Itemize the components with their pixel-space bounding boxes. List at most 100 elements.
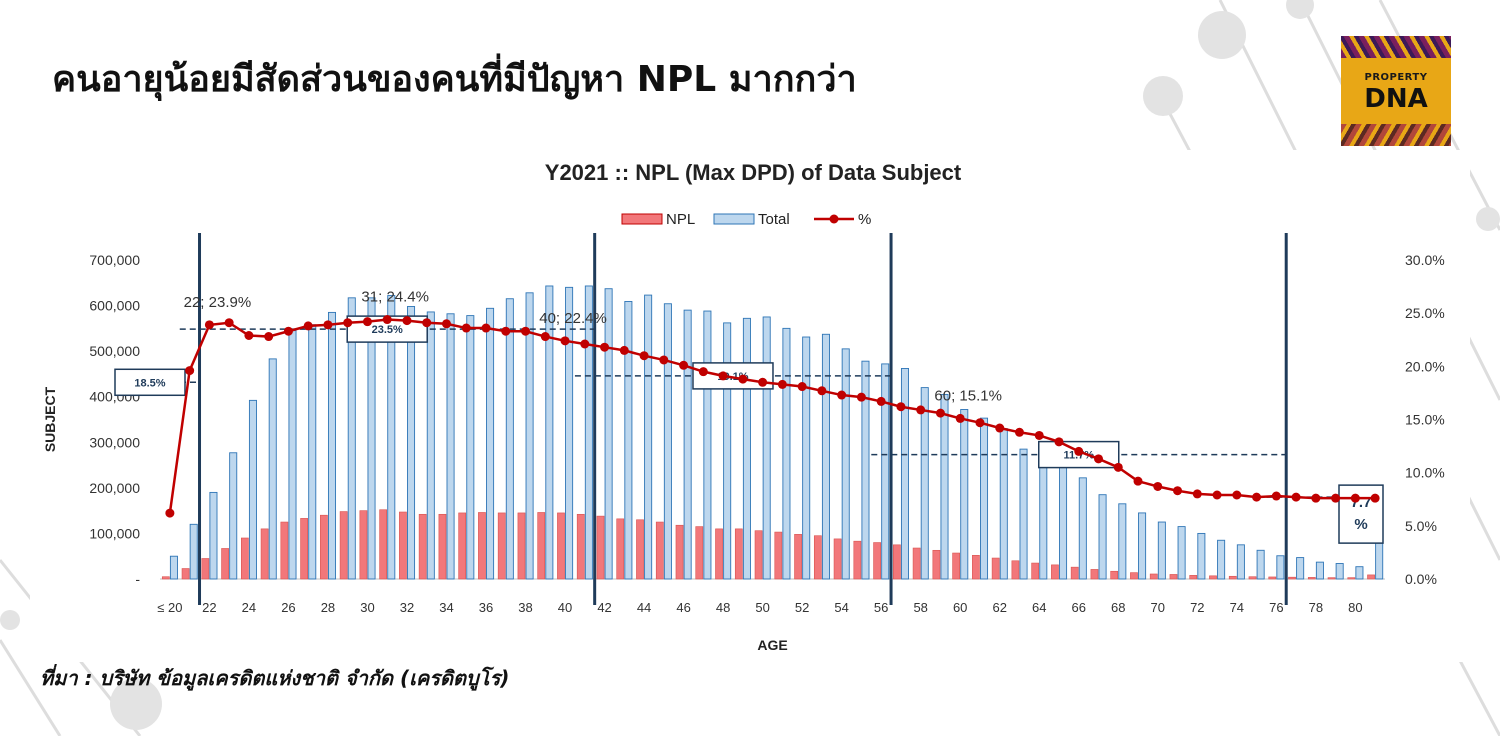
total-bar: [1276, 555, 1285, 580]
x-tick-label: 70: [1151, 600, 1165, 615]
pct-point: [1252, 492, 1262, 502]
pct-point: [402, 316, 412, 326]
pct-point: [1350, 493, 1360, 503]
total-bar: [327, 311, 337, 580]
total-bar: [940, 393, 949, 580]
total-bar: [1256, 549, 1265, 580]
pct-point-label: 31; 24.4%: [361, 289, 429, 306]
y-tick-label: 700,000: [89, 252, 140, 268]
pct-point: [1212, 490, 1222, 500]
npl-bar: [1327, 577, 1336, 580]
total-bar: [1217, 539, 1226, 580]
total-bar: [1138, 512, 1147, 580]
total-bar: [663, 303, 672, 580]
total-bar: [1236, 544, 1245, 580]
pct-point: [1271, 491, 1281, 501]
pct-point: [955, 413, 965, 423]
total-bar: [604, 288, 613, 580]
chart-title: Y2021 :: NPL (Max DPD) of Data Subject: [545, 160, 962, 185]
x-tick-label: 34: [439, 600, 453, 615]
legend-label-total: Total: [758, 211, 790, 228]
y2-tick-label: 10.0%: [1405, 465, 1445, 481]
total-bar: [920, 387, 929, 580]
x-tick-label: 32: [400, 600, 414, 615]
pct-point: [165, 508, 175, 518]
npl-bar: [1209, 575, 1217, 580]
x-tick-label: 22: [202, 600, 216, 615]
total-bar: [960, 409, 969, 580]
y2-tick-label: 0.0%: [1405, 571, 1437, 587]
legend-swatch-npl: [621, 213, 663, 225]
npl-bar: [517, 512, 526, 580]
npl-bar: [320, 514, 328, 580]
npl-bar: [1110, 570, 1119, 580]
pct-point: [422, 318, 432, 328]
total-bar: [367, 297, 376, 580]
pct-point: [461, 323, 471, 333]
total-bar: [723, 322, 732, 580]
x-tick-label: 44: [637, 600, 651, 615]
x-tick-label: 30: [360, 600, 374, 615]
total-bar: [1059, 465, 1068, 580]
x-tick-label: 46: [676, 600, 690, 615]
legend-label-npl: NPL: [666, 211, 695, 228]
pct-point: [481, 323, 491, 333]
npl-bar: [399, 511, 407, 580]
pct-point-label: 60; 15.1%: [934, 387, 1002, 404]
npl-bar: [1090, 569, 1099, 580]
npl-bar: [675, 524, 684, 580]
npl-bar: [497, 512, 506, 580]
total-bar: [683, 309, 692, 580]
total-bar: [525, 292, 534, 580]
npl-bar: [201, 558, 210, 580]
npl-bar: [734, 528, 743, 580]
pct-point: [1153, 481, 1163, 491]
pct-point: [896, 402, 906, 412]
x-tick-label: 72: [1190, 600, 1204, 615]
total-bar: [229, 452, 238, 580]
total-bar: [1197, 532, 1206, 580]
npl-bar: [181, 568, 190, 580]
x-tick-label: 26: [281, 600, 295, 615]
x-tick-label: 76: [1269, 600, 1283, 615]
pct-point: [1133, 476, 1143, 486]
pct-point: [679, 360, 689, 370]
total-bar: [407, 306, 416, 580]
pct-point: [995, 423, 1005, 433]
pct-point: [382, 315, 392, 325]
pct-point: [1074, 446, 1084, 456]
total-bar: [1315, 561, 1324, 580]
npl-bar: [1268, 576, 1277, 580]
x-tick-label: 52: [795, 600, 809, 615]
npl-bar: [636, 519, 644, 580]
npl-bar: [1288, 576, 1296, 580]
pct-point: [1192, 489, 1202, 499]
npl-bar: [715, 528, 723, 580]
logo-city-pattern: [1341, 124, 1451, 146]
npl-bar: [754, 530, 763, 580]
npl-bar: [379, 509, 388, 580]
pct-point: [441, 319, 451, 329]
property-dna-logo: PROPERTY DNA: [1341, 36, 1451, 146]
group-average-label: %: [1354, 516, 1367, 533]
pct-point: [264, 332, 274, 342]
pct-point: [540, 332, 550, 342]
pct-point: [600, 342, 610, 352]
pct-point: [738, 374, 748, 384]
total-bar: [703, 310, 712, 580]
total-bar: [1019, 448, 1028, 580]
total-bar: [1039, 457, 1048, 580]
y-tick-label: 600,000: [89, 298, 140, 314]
y-tick-label: 500,000: [89, 343, 140, 359]
x-tick-label: 36: [479, 600, 493, 615]
legend-swatch-total: [713, 213, 755, 225]
x-tick-label: 42: [597, 600, 611, 615]
npl-bar: [952, 552, 961, 580]
pct-point: [1291, 492, 1301, 502]
pct-point: [1331, 493, 1341, 503]
npl-bar: [359, 510, 368, 580]
y2-tick-label: 20.0%: [1405, 358, 1445, 374]
npl-bar: [576, 513, 585, 580]
total-bar: [169, 555, 178, 580]
group-average-label: 18.5%: [134, 377, 165, 389]
